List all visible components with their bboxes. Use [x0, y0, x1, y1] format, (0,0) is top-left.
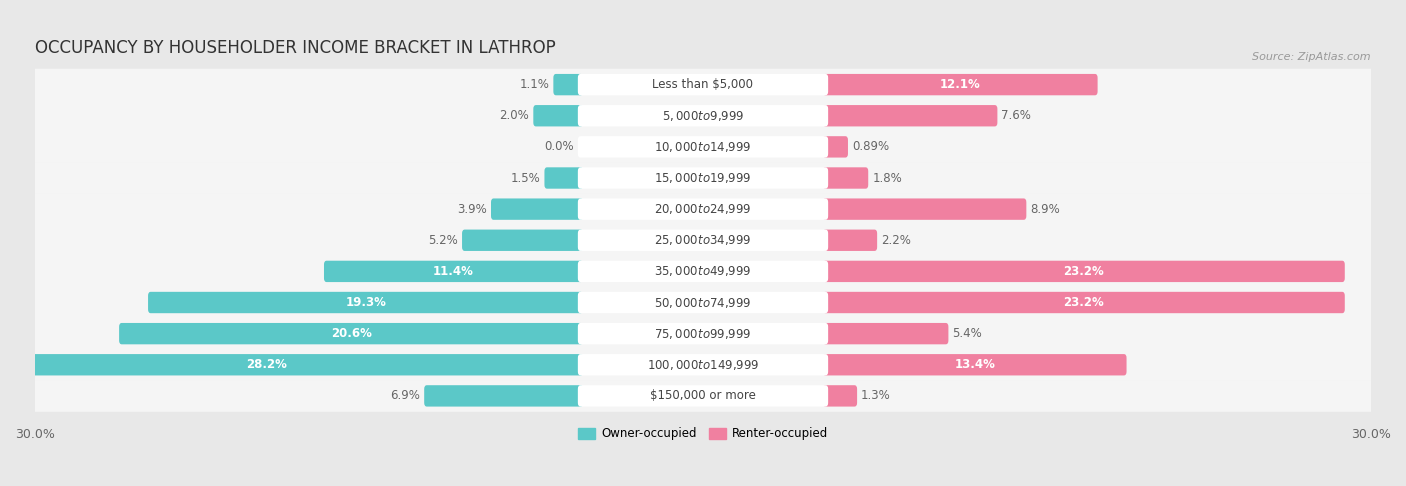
- FancyBboxPatch shape: [578, 323, 828, 344]
- FancyBboxPatch shape: [31, 100, 1375, 132]
- FancyBboxPatch shape: [578, 105, 828, 126]
- FancyBboxPatch shape: [31, 162, 1375, 194]
- FancyBboxPatch shape: [823, 260, 1344, 282]
- Text: $100,000 to $149,999: $100,000 to $149,999: [647, 358, 759, 372]
- Text: 1.1%: 1.1%: [519, 78, 550, 91]
- FancyBboxPatch shape: [425, 385, 583, 407]
- FancyBboxPatch shape: [31, 69, 1375, 101]
- FancyBboxPatch shape: [823, 74, 1098, 95]
- FancyBboxPatch shape: [823, 198, 1026, 220]
- FancyBboxPatch shape: [823, 229, 877, 251]
- Text: 6.9%: 6.9%: [391, 389, 420, 402]
- Text: 0.89%: 0.89%: [852, 140, 889, 154]
- FancyBboxPatch shape: [491, 198, 583, 220]
- FancyBboxPatch shape: [823, 136, 848, 157]
- FancyBboxPatch shape: [578, 136, 828, 157]
- FancyBboxPatch shape: [578, 198, 828, 220]
- FancyBboxPatch shape: [31, 287, 1375, 318]
- FancyBboxPatch shape: [578, 74, 828, 95]
- FancyBboxPatch shape: [31, 256, 1375, 287]
- Text: $10,000 to $14,999: $10,000 to $14,999: [654, 140, 752, 154]
- FancyBboxPatch shape: [578, 292, 828, 313]
- FancyBboxPatch shape: [31, 131, 1375, 163]
- FancyBboxPatch shape: [31, 318, 1375, 349]
- FancyBboxPatch shape: [823, 105, 997, 126]
- Text: 23.2%: 23.2%: [1063, 265, 1104, 278]
- Text: 7.6%: 7.6%: [1001, 109, 1031, 122]
- Text: 1.3%: 1.3%: [860, 389, 891, 402]
- Text: 23.2%: 23.2%: [1063, 296, 1104, 309]
- Text: 13.4%: 13.4%: [955, 358, 995, 371]
- FancyBboxPatch shape: [578, 229, 828, 251]
- FancyBboxPatch shape: [323, 260, 583, 282]
- FancyBboxPatch shape: [823, 385, 858, 407]
- Text: 12.1%: 12.1%: [939, 78, 980, 91]
- Legend: Owner-occupied, Renter-occupied: Owner-occupied, Renter-occupied: [572, 423, 834, 445]
- Text: 20.6%: 20.6%: [330, 327, 371, 340]
- Text: OCCUPANCY BY HOUSEHOLDER INCOME BRACKET IN LATHROP: OCCUPANCY BY HOUSEHOLDER INCOME BRACKET …: [35, 39, 555, 57]
- FancyBboxPatch shape: [823, 167, 869, 189]
- FancyBboxPatch shape: [31, 193, 1375, 225]
- Text: $35,000 to $49,999: $35,000 to $49,999: [654, 264, 752, 278]
- Text: 8.9%: 8.9%: [1031, 203, 1060, 216]
- Text: Less than $5,000: Less than $5,000: [652, 78, 754, 91]
- FancyBboxPatch shape: [578, 385, 828, 407]
- FancyBboxPatch shape: [31, 380, 1375, 412]
- Text: $5,000 to $9,999: $5,000 to $9,999: [662, 109, 744, 123]
- Text: $150,000 or more: $150,000 or more: [650, 389, 756, 402]
- Text: 1.5%: 1.5%: [510, 172, 540, 185]
- FancyBboxPatch shape: [823, 292, 1344, 313]
- FancyBboxPatch shape: [544, 167, 583, 189]
- Text: 5.2%: 5.2%: [429, 234, 458, 247]
- Text: $50,000 to $74,999: $50,000 to $74,999: [654, 295, 752, 310]
- FancyBboxPatch shape: [463, 229, 583, 251]
- Text: Source: ZipAtlas.com: Source: ZipAtlas.com: [1253, 52, 1371, 62]
- FancyBboxPatch shape: [554, 74, 583, 95]
- FancyBboxPatch shape: [120, 323, 583, 344]
- FancyBboxPatch shape: [578, 354, 828, 376]
- FancyBboxPatch shape: [31, 349, 1375, 381]
- Text: 3.9%: 3.9%: [457, 203, 486, 216]
- Text: 0.0%: 0.0%: [544, 140, 574, 154]
- Text: 11.4%: 11.4%: [433, 265, 474, 278]
- FancyBboxPatch shape: [0, 354, 583, 376]
- Text: 28.2%: 28.2%: [246, 358, 287, 371]
- Text: 19.3%: 19.3%: [346, 296, 387, 309]
- FancyBboxPatch shape: [823, 354, 1126, 376]
- FancyBboxPatch shape: [148, 292, 583, 313]
- Text: $15,000 to $19,999: $15,000 to $19,999: [654, 171, 752, 185]
- Text: 2.0%: 2.0%: [499, 109, 529, 122]
- Text: 2.2%: 2.2%: [882, 234, 911, 247]
- Text: $75,000 to $99,999: $75,000 to $99,999: [654, 327, 752, 341]
- FancyBboxPatch shape: [533, 105, 583, 126]
- FancyBboxPatch shape: [823, 323, 949, 344]
- Text: 5.4%: 5.4%: [952, 327, 983, 340]
- Text: $20,000 to $24,999: $20,000 to $24,999: [654, 202, 752, 216]
- FancyBboxPatch shape: [31, 225, 1375, 256]
- Text: $25,000 to $34,999: $25,000 to $34,999: [654, 233, 752, 247]
- Text: 1.8%: 1.8%: [872, 172, 903, 185]
- FancyBboxPatch shape: [578, 167, 828, 189]
- FancyBboxPatch shape: [578, 260, 828, 282]
